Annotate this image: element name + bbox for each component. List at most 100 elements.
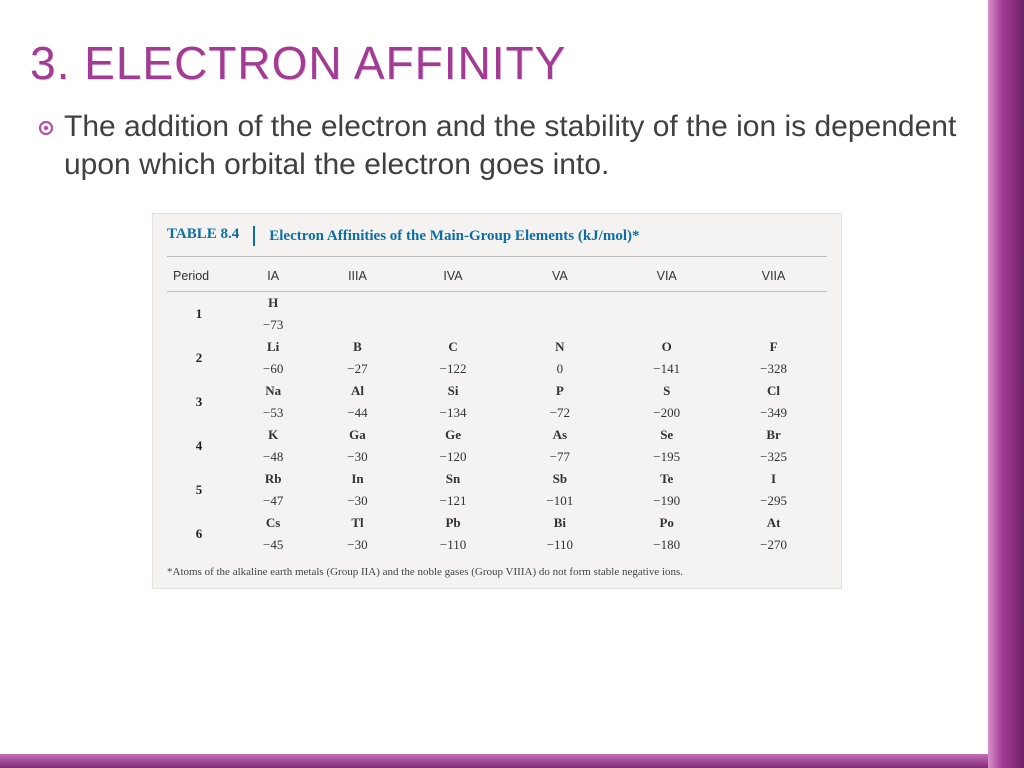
table-row: −47−30−121−101−190−295 — [167, 490, 827, 512]
cell-element — [506, 292, 613, 315]
cell-value — [315, 314, 399, 336]
cell-value: −120 — [400, 446, 507, 468]
cell-value: −134 — [400, 402, 507, 424]
cell-value: −295 — [720, 490, 827, 512]
table-label: TABLE 8.4 — [167, 226, 255, 246]
cell-value: −180 — [613, 534, 720, 556]
table-footnote: *Atoms of the alkaline earth metals (Gro… — [167, 566, 827, 578]
cell-element — [400, 292, 507, 315]
cell-value: −328 — [720, 358, 827, 380]
col-va: VA — [506, 265, 613, 292]
cell-value: −349 — [720, 402, 827, 424]
cell-element: F — [720, 336, 827, 358]
cell-value: −44 — [315, 402, 399, 424]
cell-element: N — [506, 336, 613, 358]
table-row: 3NaAlSiPSCl — [167, 380, 827, 402]
cell-element: B — [315, 336, 399, 358]
slide-content: 3. Electron Affinity The addition of the… — [30, 36, 964, 589]
table-row: −73 — [167, 314, 827, 336]
side-accent-bar — [988, 0, 1024, 768]
col-viia: VIIA — [720, 265, 827, 292]
cell-element: As — [506, 424, 613, 446]
cell-value: −53 — [231, 402, 315, 424]
bullet-text: The addition of the electron and the sta… — [64, 108, 964, 185]
data-table-container: TABLE 8.4 Electron Affinities of the Mai… — [152, 213, 842, 589]
cell-element: Bi — [506, 512, 613, 534]
cell-value: −27 — [315, 358, 399, 380]
cell-value: 0 — [506, 358, 613, 380]
col-iva: IVA — [400, 265, 507, 292]
cell-element: Cl — [720, 380, 827, 402]
cell-value: −72 — [506, 402, 613, 424]
cell-value: −101 — [506, 490, 613, 512]
table-row: 2LiBCNOF — [167, 336, 827, 358]
cell-value — [400, 314, 507, 336]
table-title: Electron Affinities of the Main-Group El… — [269, 226, 639, 246]
cell-value: −73 — [231, 314, 315, 336]
table-row: −48−30−120−77−195−325 — [167, 446, 827, 468]
cell-value: −200 — [613, 402, 720, 424]
table-row: −45−30−110−110−180−270 — [167, 534, 827, 556]
cell-element: Ga — [315, 424, 399, 446]
cell-value: −141 — [613, 358, 720, 380]
cell-element: At — [720, 512, 827, 534]
cell-value: −190 — [613, 490, 720, 512]
circle-bullet-icon — [38, 120, 54, 141]
table-header: TABLE 8.4 Electron Affinities of the Mai… — [167, 226, 827, 257]
cell-element: Tl — [315, 512, 399, 534]
col-period: Period — [167, 265, 231, 292]
cell-element: Cs — [231, 512, 315, 534]
cell-period: 1 — [167, 292, 231, 337]
cell-element: Si — [400, 380, 507, 402]
cell-value: −121 — [400, 490, 507, 512]
table-body: 1H−732LiBCNOF−60−27−1220−141−3283NaAlSiP… — [167, 292, 827, 557]
table-row: −60−27−1220−141−328 — [167, 358, 827, 380]
cell-value: −77 — [506, 446, 613, 468]
cell-period: 3 — [167, 380, 231, 424]
col-iiia: IIIA — [315, 265, 399, 292]
electron-affinity-table: Period IA IIIA IVA VA VIA VIIA 1H−732LiB… — [167, 265, 827, 556]
cell-element: Pb — [400, 512, 507, 534]
bullet-item: The addition of the electron and the sta… — [38, 108, 964, 185]
table-row: 1H — [167, 292, 827, 315]
cell-value: −325 — [720, 446, 827, 468]
cell-value — [506, 314, 613, 336]
slide-title: 3. Electron Affinity — [30, 36, 964, 90]
table-row: 6CsTlPbBiPoAt — [167, 512, 827, 534]
cell-value: −47 — [231, 490, 315, 512]
table-row: −53−44−134−72−200−349 — [167, 402, 827, 424]
table-column-row: Period IA IIIA IVA VA VIA VIIA — [167, 265, 827, 292]
cell-element: I — [720, 468, 827, 490]
cell-element: Ge — [400, 424, 507, 446]
cell-value: −60 — [231, 358, 315, 380]
cell-element: O — [613, 336, 720, 358]
cell-element — [613, 292, 720, 315]
cell-value: −122 — [400, 358, 507, 380]
cell-element: Na — [231, 380, 315, 402]
cell-element — [315, 292, 399, 315]
cell-value: −110 — [400, 534, 507, 556]
cell-element: Te — [613, 468, 720, 490]
cell-period: 4 — [167, 424, 231, 468]
cell-value: −270 — [720, 534, 827, 556]
cell-value: −30 — [315, 534, 399, 556]
cell-element: P — [506, 380, 613, 402]
cell-value — [613, 314, 720, 336]
cell-value: −30 — [315, 490, 399, 512]
cell-element: Br — [720, 424, 827, 446]
cell-element: Sn — [400, 468, 507, 490]
cell-element: K — [231, 424, 315, 446]
cell-element: Po — [613, 512, 720, 534]
cell-element: Li — [231, 336, 315, 358]
cell-value: −48 — [231, 446, 315, 468]
cell-element: Se — [613, 424, 720, 446]
cell-value — [720, 314, 827, 336]
cell-element: C — [400, 336, 507, 358]
cell-element: Rb — [231, 468, 315, 490]
bottom-accent-bar — [0, 754, 988, 768]
table-row: 4KGaGeAsSeBr — [167, 424, 827, 446]
cell-period: 2 — [167, 336, 231, 380]
cell-element: Sb — [506, 468, 613, 490]
cell-period: 6 — [167, 512, 231, 556]
cell-value: −110 — [506, 534, 613, 556]
